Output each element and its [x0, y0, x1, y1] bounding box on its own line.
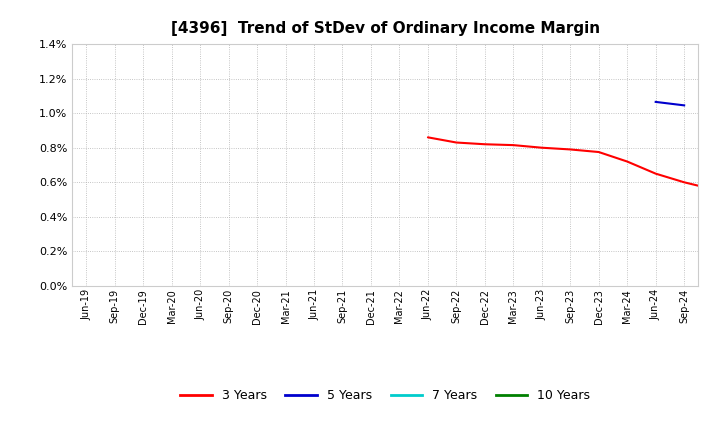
Title: [4396]  Trend of StDev of Ordinary Income Margin: [4396] Trend of StDev of Ordinary Income…: [171, 21, 600, 36]
Legend: 3 Years, 5 Years, 7 Years, 10 Years: 3 Years, 5 Years, 7 Years, 10 Years: [176, 384, 595, 407]
